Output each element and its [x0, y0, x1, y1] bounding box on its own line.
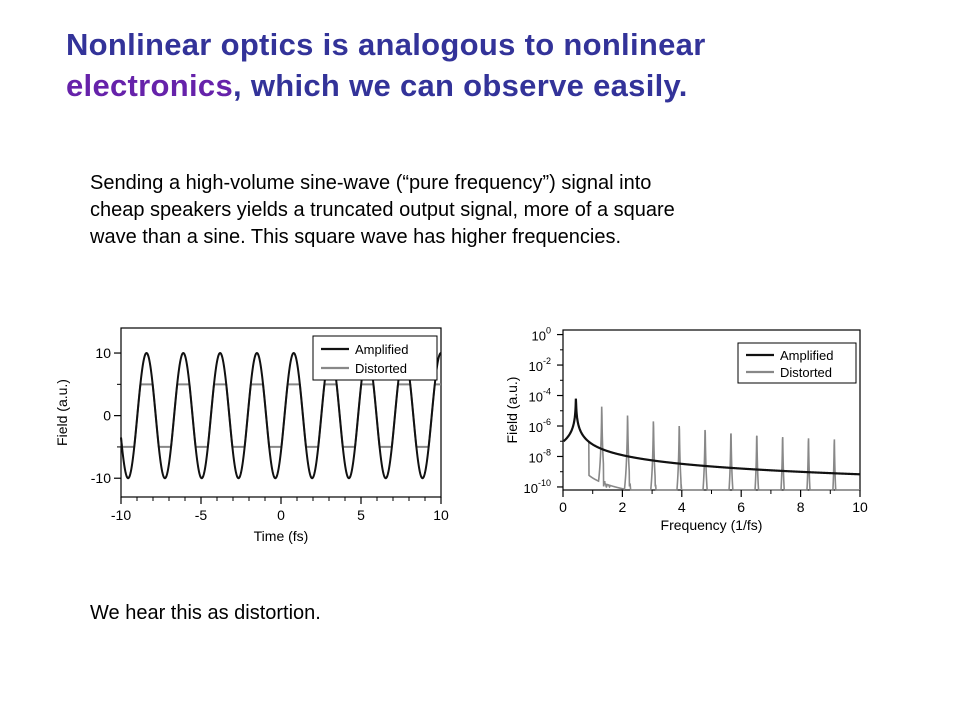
x-tick-label: 0 — [559, 499, 567, 515]
legend-box — [312, 335, 438, 381]
y-tick-base: 10 — [529, 390, 543, 405]
y-tick-label: 10-2 — [529, 356, 551, 374]
y-tick-label: -10 — [91, 470, 111, 486]
y-tick-base: 10 — [529, 450, 543, 465]
y-tick-label: 10-10 — [524, 478, 551, 496]
x-tick-label: 4 — [678, 499, 686, 515]
legend-label-amplified: Amplified — [780, 348, 833, 363]
y-tick-exponent: 0 — [546, 326, 551, 336]
x-tick-label: 5 — [357, 507, 365, 523]
x-tick-label: 0 — [277, 507, 285, 523]
x-tick-label: 10 — [852, 499, 868, 515]
slide-paragraph: Sending a high-volume sine-wave (“pure f… — [90, 170, 890, 251]
series-distorted-line — [563, 398, 860, 491]
series-amplified-line — [562, 398, 861, 476]
x-tick-label: 10 — [433, 507, 449, 523]
legend-label-distorted: Distorted — [780, 365, 832, 380]
y-axis-label: Field (a.u.) — [54, 379, 70, 446]
slide-title: Nonlinear optics is analogous to nonline… — [66, 24, 926, 106]
y-tick-base: 10 — [529, 359, 543, 374]
x-tick-label: -5 — [195, 507, 208, 523]
x-tick-label: 6 — [737, 499, 745, 515]
y-tick-exponent: -6 — [543, 417, 551, 427]
paragraph-line-1: Sending a high-volume sine-wave (“pure f… — [90, 172, 652, 194]
paragraph-line-2: cheap speakers yields a truncated output… — [90, 199, 675, 221]
y-tick-exponent: -10 — [538, 478, 551, 488]
x-tick-label: -10 — [111, 507, 131, 523]
y-tick-exponent: -4 — [543, 387, 551, 397]
frequency-spectrum-chart: 0 2 4 6 8 1010010-210-410-610-810-10Frequency… — [504, 326, 868, 533]
y-tick-label: 0 — [103, 408, 111, 424]
y-tick-exponent: -2 — [543, 356, 551, 366]
title-part2: , which we can observe easily. — [233, 68, 688, 103]
paragraph-line-3: wave than a sine. This square wave has h… — [90, 226, 622, 248]
title-part1: Nonlinear optics is analogous to nonline… — [66, 27, 706, 62]
slide-footer: We hear this as distortion. — [90, 602, 321, 624]
y-axis-label: Field (a.u.) — [504, 377, 520, 444]
legend-label-distorted: Distorted — [355, 361, 407, 376]
x-axis-label: Time (fs) — [254, 528, 309, 544]
y-tick-base: 10 — [532, 329, 546, 344]
y-tick-base: 10 — [524, 481, 538, 496]
y-tick-exponent: -8 — [543, 447, 551, 457]
y-tick-label: 10 — [95, 345, 111, 361]
series-amplified-line — [120, 352, 442, 480]
y-tick-label: 10-6 — [529, 417, 551, 435]
time-domain-chart: -10 -5 0 5 10 -10 0 10 Time (fs) Field (a.u.) Ampl… — [54, 327, 449, 544]
y-tick-label: 100 — [532, 326, 551, 344]
legend-label-amplified: Amplified — [355, 342, 408, 357]
x-tick-label: 2 — [619, 499, 627, 515]
y-tick-label: 10-4 — [529, 387, 551, 405]
y-tick-label: 10-8 — [529, 447, 551, 465]
title-accent: electronics — [66, 68, 233, 103]
x-axis-label: Frequency (1/fs) — [661, 517, 763, 533]
y-tick-base: 10 — [529, 420, 543, 435]
x-tick-label: 8 — [797, 499, 805, 515]
legend-box — [737, 342, 857, 384]
